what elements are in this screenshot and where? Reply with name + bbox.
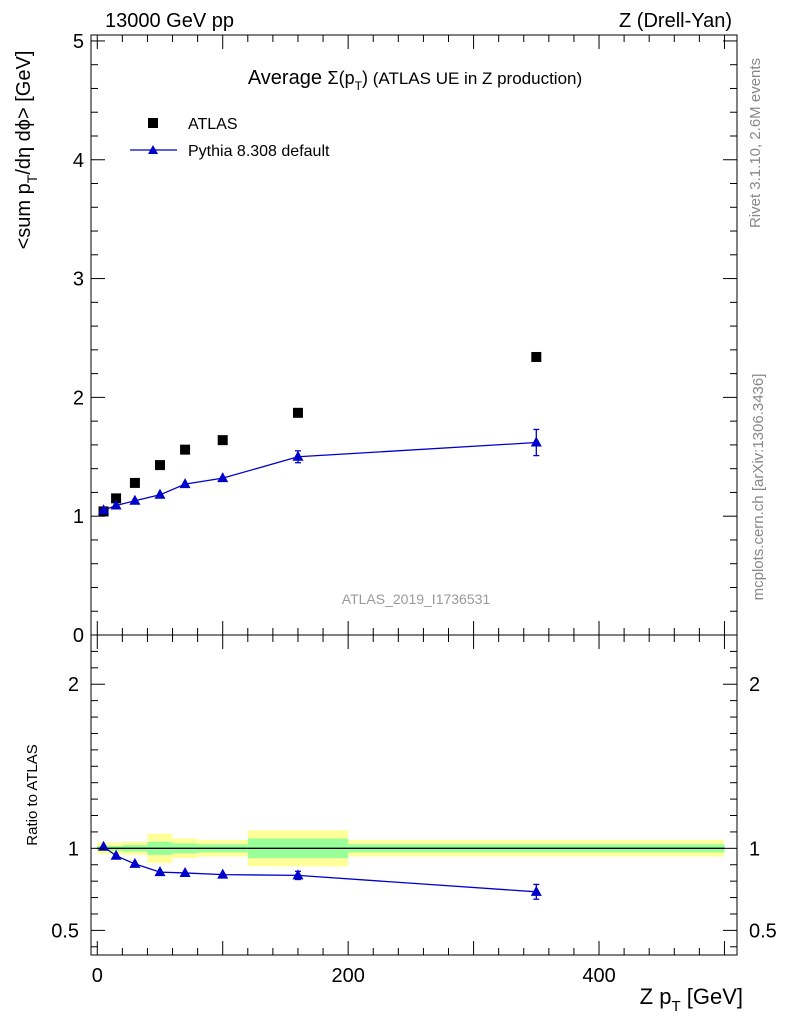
main-title: Average Σ(pT) (ATLAS UE in Z production) [248,67,582,93]
ylabel-pre: <sum p [13,183,35,249]
ratio-panel: 0.5 0.5 1 1 2 2 0 200 400 Ratio to ATLAS Z pT [G… [24,634,777,1015]
main-axes: 0 1 2 3 4 5 [73,31,737,647]
main-y-tick-label: 5 [73,31,84,53]
ratio-ylabel: Ratio to ATLAS [24,744,41,845]
legend-pythia-marker [148,145,158,154]
main-y-tick-label: 2 [73,387,84,409]
ratio-y-tick-label: 2 [68,674,79,696]
ratio-y-tick-label: 0.5 [51,920,79,942]
pythia-point [179,478,191,489]
main-ylabel: <sum pT/dη dϕ> [GeV] [13,51,40,250]
main-y-tick-label: 4 [73,150,84,172]
rivet-label: Rivet 3.1.10, 2.6M events [747,58,764,228]
pythia-point [129,494,141,505]
ratio-axes: 0.5 0.5 1 1 2 2 0 200 400 [51,635,777,987]
pythia-point [98,504,110,515]
xlabel-post: [GeV] [681,984,743,1009]
title-sub: T [355,79,363,93]
pythia-point [292,450,304,461]
legend-atlas-label: ATLAS [188,116,238,133]
atlas-point [531,351,542,362]
main-y-tick-label: 3 [73,269,84,291]
xlabel-pre: Z p [640,984,672,1009]
atlas-point [129,477,140,488]
ratio-pythia-point [129,857,141,868]
ratio-y-tick-label-right: 0.5 [749,920,777,942]
ratio-x-tick-label: 200 [331,965,364,987]
ratio-bands [97,830,725,867]
ratio-pythia-point [179,866,191,877]
ratio-pythia-point [292,869,304,880]
mcplots-label: mcplots.cern.ch [arXiv:1306.3436] [750,374,767,601]
ratio-y-tick-label-right: 1 [749,838,760,860]
ratio-pythia-point [530,885,542,896]
main-y-tick-label: 1 [73,506,84,528]
ratio-pythia-point [110,849,122,860]
main-y-tick-label: 0 [73,625,84,647]
title-sigma: Σ(p [328,68,355,88]
atlas-point [180,444,191,455]
title-rest: (ATLAS UE in Z production) [368,69,582,88]
atlas-point [154,460,165,471]
pythia-point [217,472,229,483]
title-prefix: Average [248,67,328,89]
header-process: Z (Drell-Yan) [619,10,732,32]
ylabel-post: /dη dϕ> [GeV] [13,51,35,175]
pythia-line [103,441,537,511]
ratio-frame [90,634,738,956]
ratio-y-tick-label: 1 [68,838,79,860]
pythia-point [530,436,542,447]
ratio-xlabel: Z pT [GeV] [640,984,743,1015]
legend: ATLAS Pythia 8.308 default [130,116,330,160]
ratio-x-tick-label: 0 [92,965,103,987]
pythia-point [154,488,166,499]
header-energy: 13000 GeV pp [105,10,234,32]
atlas-point [292,407,303,418]
ratio-x-tick-label: 400 [582,965,615,987]
ratio-pythia-point [154,866,166,877]
title-close: ) [362,68,368,88]
atlas-point [111,493,122,504]
legend-pythia-label: Pythia 8.308 default [188,143,330,160]
ratio-pythia-point [217,868,229,879]
ylabel-sub: T [24,174,40,183]
xlabel-sub: T [671,998,680,1015]
analysis-id: ATLAS_2019_I1736531 [342,591,491,607]
main-marks [98,351,542,517]
ratio-y-tick-label-right: 2 [749,674,760,696]
legend-atlas-marker [148,118,158,128]
atlas-point [217,435,228,446]
pythia-point [110,499,122,510]
